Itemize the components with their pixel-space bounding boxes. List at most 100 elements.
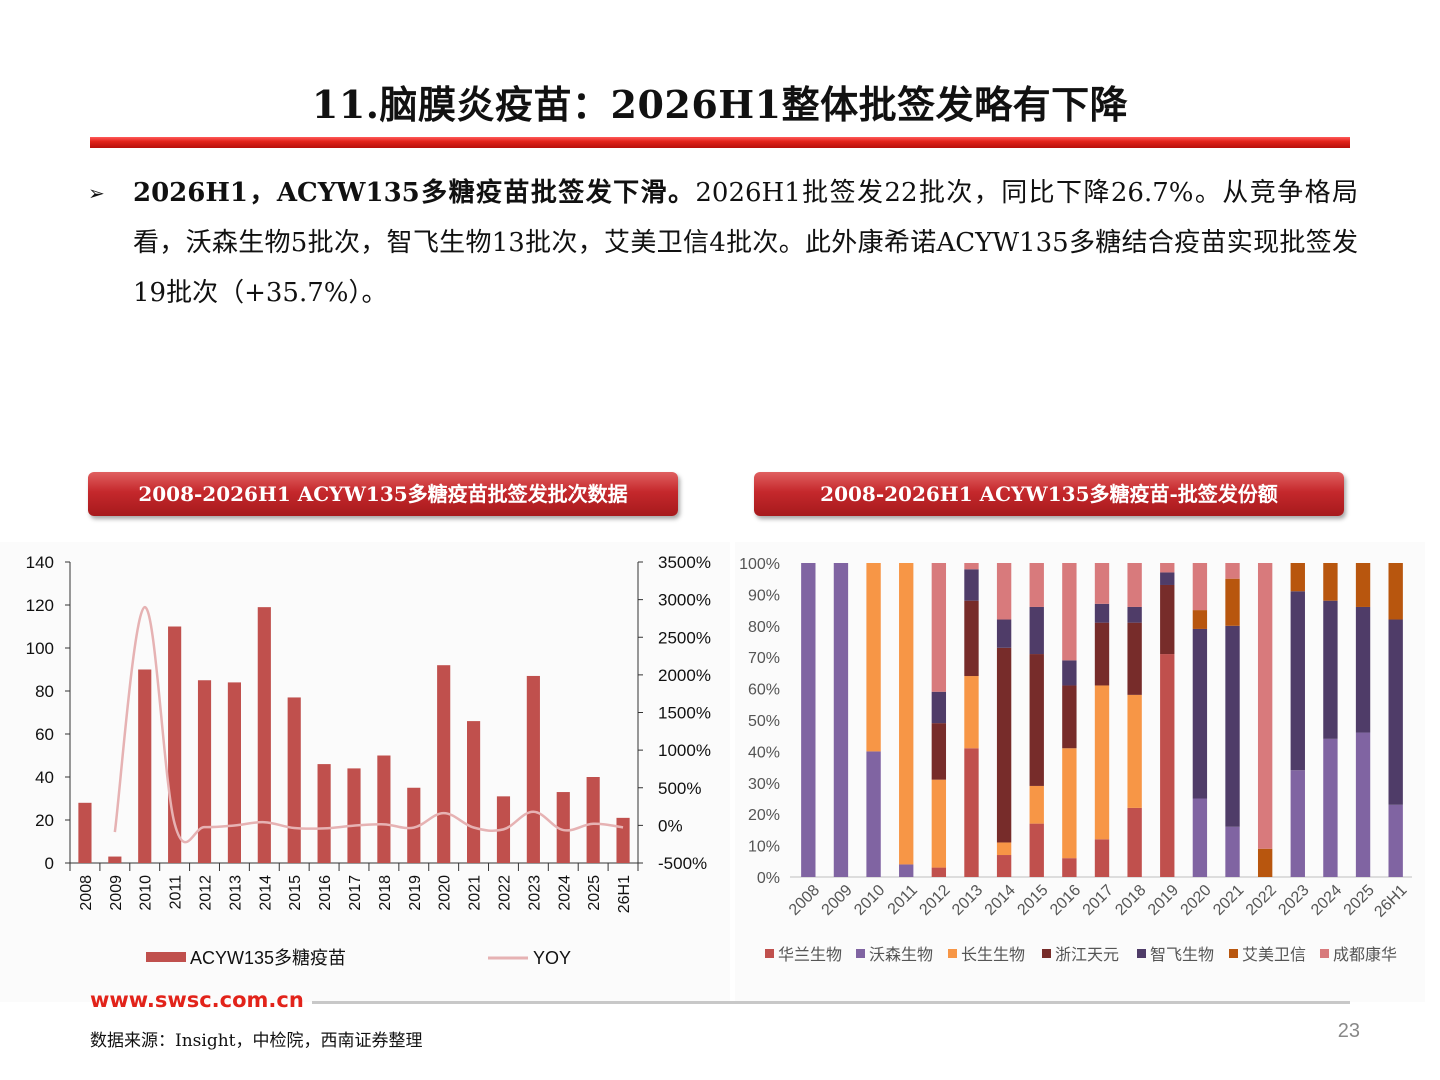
bullet-body-text: 2026H1批签发22批次，同比下降26.7%。从竞争格局看，沃森生物5批次，智…	[133, 178, 1358, 308]
stacked-bar-segment	[1127, 694, 1142, 808]
x-tick-label: 2024	[1308, 882, 1345, 919]
stacked-bar-segment	[1029, 654, 1044, 786]
bar	[287, 697, 301, 863]
x-tick-label: 2014	[982, 882, 1019, 919]
stacked-bar-segment	[964, 600, 979, 677]
left-y-tick-label: 120	[26, 596, 54, 615]
legend-label: 长生生物	[961, 945, 1025, 964]
stacked-bar-segment	[1388, 619, 1403, 805]
right-y-tick-label: 3500%	[658, 553, 711, 572]
bar-line-chart: 0 20 40 60 80 100 120 140 -500% 0% 500% 1000% 1500% 2…	[26, 553, 711, 968]
x-tick-label: 2022	[496, 875, 513, 911]
legend-swatch	[856, 949, 865, 958]
stacked-bar-segment	[866, 751, 881, 877]
stacked-bar-segment	[1225, 625, 1240, 827]
bar	[407, 787, 421, 863]
stacked-bar-segment	[1094, 603, 1110, 623]
bullet-text: 2026H1，ACYW135多糖疫苗批签发下滑。2026H1批签发22批次，同比…	[133, 168, 1358, 318]
stacked-bar-segment	[1160, 572, 1175, 585]
left-y-tick-label: 60	[35, 725, 54, 744]
stacked-bar-segment	[1062, 660, 1077, 686]
stacked-bar-segment	[1127, 563, 1142, 607]
legend-label-bar: ACYW135多糖疫苗	[190, 948, 346, 968]
right-y-tick-label: -500%	[658, 854, 707, 873]
stacked-bar-segment	[931, 723, 947, 780]
bar	[467, 721, 481, 863]
stacked-bar-segment	[1257, 848, 1273, 877]
stacked-bar-segment	[1388, 804, 1403, 877]
stacked-bar-segment	[1192, 563, 1208, 611]
stacked-bar-segment	[1094, 622, 1110, 686]
x-tick-label: 2010	[851, 882, 888, 919]
stacked-bar-segment	[1192, 610, 1208, 629]
right-y-tick-label: 3000%	[658, 591, 711, 610]
legend-label-line: YOY	[533, 948, 571, 968]
x-tick-label: 2020	[437, 875, 454, 911]
stacked-share-chart: 0% 10% 20% 30% 40% 50% 60% 70% 80% 90% 100% 2008200…	[739, 556, 1412, 964]
bar	[78, 802, 92, 863]
stacked-bar-segment	[1160, 563, 1175, 573]
right-y-tick-label: 1500%	[658, 704, 711, 723]
x-tick-label: 2008	[78, 875, 95, 911]
x-tick-label: 26H1	[1371, 882, 1410, 921]
x-tick-label: 2022	[1243, 882, 1280, 919]
legend-swatch	[1320, 949, 1329, 958]
stacked-bar-segment	[1127, 622, 1142, 695]
stacked-bar-segment	[1388, 563, 1403, 620]
x-tick-label: 2010	[138, 875, 155, 911]
stacked-bar-segment	[931, 563, 947, 692]
x-tick-label: 2008	[786, 882, 823, 919]
stacked-bar-segment	[1094, 839, 1110, 877]
y-tick-label: 0%	[757, 870, 780, 887]
x-tick-label: 2017	[347, 875, 364, 911]
stacked-bar-segment	[1290, 591, 1305, 771]
legend-swatch	[765, 949, 774, 958]
page-number: 23	[1337, 1020, 1360, 1042]
stacked-bar-segment	[931, 691, 947, 724]
footer-divider	[312, 1001, 1350, 1004]
y-tick-label: 10%	[748, 839, 780, 856]
stacked-bar-segment	[1160, 584, 1175, 655]
legend-swatch	[1229, 949, 1238, 958]
x-tick-label: 2021	[1210, 882, 1247, 919]
stacked-bar-segment	[1029, 563, 1044, 607]
stacked-bar-segment	[1160, 654, 1175, 877]
stacked-bar-segment	[931, 779, 947, 868]
left-y-tick-label: 40	[35, 768, 54, 787]
stacked-bar-segment	[899, 563, 914, 865]
stacked-bar-segment	[1225, 563, 1240, 579]
stacked-bar-segment	[964, 676, 979, 749]
stacked-bar-segment	[1062, 685, 1077, 749]
left-y-tick-label: 100	[26, 639, 54, 658]
x-tick-label: 2012	[198, 875, 215, 911]
site-url: www.swsc.com.cn	[90, 988, 304, 1012]
y-tick-label: 60%	[748, 682, 780, 699]
bar	[377, 755, 391, 863]
y-tick-label: 90%	[748, 587, 780, 604]
stacked-bar-segment	[899, 864, 914, 877]
stacked-bar-segment	[1062, 858, 1077, 877]
stacked-bar-segment	[964, 563, 979, 570]
stacked-bar-segment	[1257, 563, 1273, 849]
chart-panel-left: 0 20 40 60 80 100 120 140 -500% 0% 500% 1000% 1500% 2…	[0, 542, 730, 1002]
right-y-tick-label: 2000%	[658, 666, 711, 685]
x-tick-label: 2017	[1080, 882, 1117, 919]
stacked-bar-segment	[866, 563, 881, 752]
stacked-bar-segment	[1323, 738, 1338, 877]
bullet-bold-text: 2026H1，ACYW135多糖疫苗批签发下滑。	[133, 178, 696, 208]
bar	[317, 764, 331, 863]
x-tick-label: 2023	[526, 875, 543, 911]
yoy-line	[113, 605, 624, 844]
stacked-bar-segment	[1029, 823, 1044, 877]
x-tick-label: 26H1	[616, 875, 633, 913]
stacked-bar-segment	[1062, 748, 1077, 859]
bar	[347, 768, 361, 863]
bar	[586, 777, 600, 863]
bar	[556, 792, 570, 863]
stacked-bar-segment	[1323, 563, 1338, 601]
legend-swatch	[948, 949, 957, 958]
page-title: 11.脑膜炎疫苗：2026H1整体批签发略有下降	[311, 82, 1129, 127]
legend-label: 沃森生物	[869, 945, 933, 964]
bar	[227, 682, 241, 863]
title-underline	[90, 137, 1350, 148]
